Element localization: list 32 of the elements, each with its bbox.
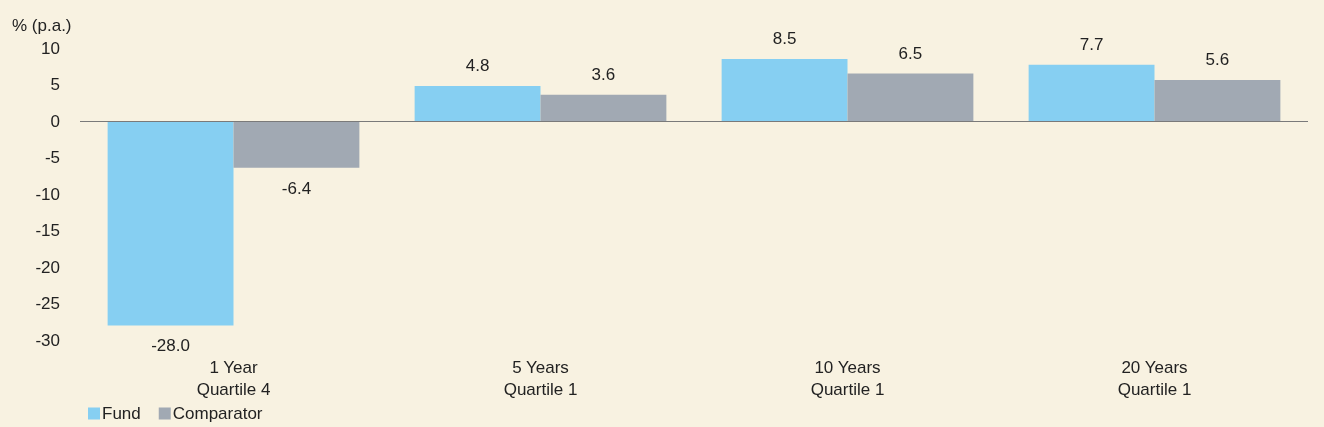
data-label: 7.7 [1079, 34, 1104, 54]
y-tick-label: -25 [35, 294, 60, 313]
data-label: 5.6 [1205, 50, 1230, 70]
x-tick-label: 20 Years Quartile 1 [1117, 357, 1192, 399]
bar [847, 73, 974, 121]
y-tick-label: -5 [44, 148, 60, 167]
y-tick-label: -15 [35, 221, 60, 240]
bar [540, 94, 667, 121]
legend-label: Comparator [172, 404, 263, 423]
y-tick-label: 10 [41, 38, 60, 58]
bar [107, 121, 234, 326]
x-tick-label: 10 Years Quartile 1 [810, 357, 885, 399]
y-tick-label: -10 [35, 184, 60, 204]
data-label: 8.5 [772, 28, 797, 48]
bar [721, 58, 848, 121]
legend-label: Fund [102, 404, 141, 423]
data-label: 6.5 [898, 43, 923, 63]
bar [1028, 64, 1155, 121]
x-tick-label: 5 Years Quartile 1 [503, 357, 578, 399]
y-tick-label: -30 [35, 330, 60, 350]
data-label: 3.6 [591, 64, 616, 84]
data-label: -6.4 [281, 178, 312, 198]
bar [1154, 80, 1281, 121]
y-axis-title: % (p.a.) [12, 16, 72, 35]
bar [233, 121, 360, 168]
y-tick-label: -20 [35, 257, 60, 277]
bar [414, 85, 541, 121]
y-tick-label: 0 [50, 111, 60, 131]
data-label: 4.8 [465, 55, 490, 75]
x-tick-label: 1 Year Quartile 4 [196, 357, 271, 399]
y-tick-label: 5 [50, 75, 60, 94]
data-label: -28.0 [151, 336, 190, 356]
